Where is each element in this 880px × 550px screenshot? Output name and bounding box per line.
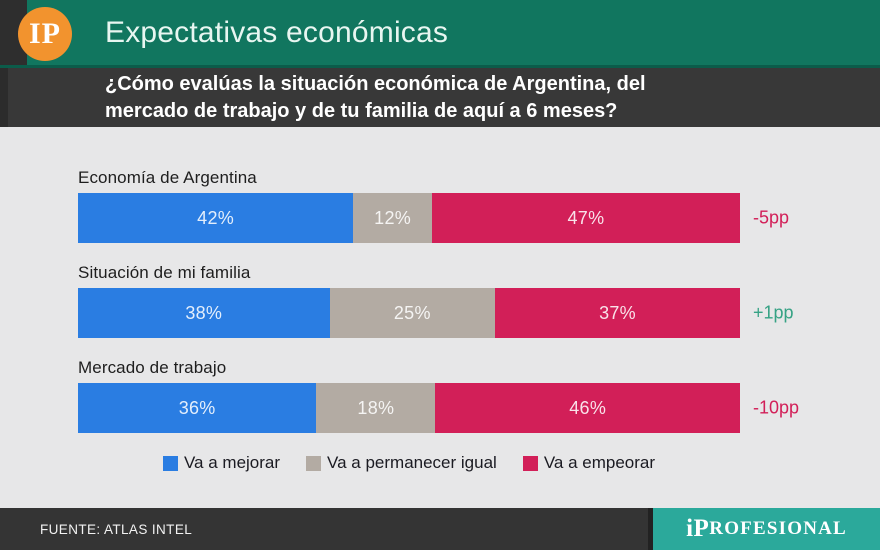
chart-area: Economía de Argentina 42% 12% 47% -5pp Situ…	[0, 127, 880, 508]
bar-segment-value: 25%	[393, 302, 431, 323]
bar-segment-value: 12%	[374, 207, 412, 228]
bar-segment-value: 46%	[569, 397, 607, 418]
legend-label: Va a empeorar	[543, 453, 656, 472]
bar-group: Economía de Argentina 42% 12% 47% -5pp	[78, 168, 789, 243]
iprofesional-logo: iP ROFESIONAL	[648, 508, 880, 550]
bar-segment: 36%	[78, 383, 317, 433]
legend-swatch-icon	[522, 455, 538, 471]
delta-label: -10pp	[753, 397, 800, 418]
legend-label: Va a permanecer igual	[327, 453, 497, 472]
bar-group-label: Situación de mi familia	[78, 263, 251, 282]
bar-group: Situación de mi familia 38% 25% 37% +1pp	[78, 263, 794, 338]
stacked-bar: 42% 12% 47% -5pp	[78, 193, 789, 243]
legend-item: Va a mejorar	[162, 453, 281, 473]
stacked-bar: 36% 18% 46% -10pp	[78, 383, 799, 433]
bar-segment: 47%	[431, 193, 740, 243]
legend-label: Va a mejorar	[183, 453, 281, 472]
question-band: ¿Cómo evalúas la situación económica de …	[0, 68, 880, 127]
footer-bar: FUENTE: ATLAS INTEL iP ROFESIONAL	[0, 508, 880, 550]
bar-segment: 42%	[78, 193, 354, 243]
chart-legend: Va a mejorar Va a permanecer igual Va a em…	[78, 453, 740, 473]
bar-segment-value: 38%	[185, 302, 223, 323]
delta-label: -5pp	[753, 207, 790, 228]
bar-segment-value: 36%	[178, 397, 216, 418]
bar-group-label: Mercado de trabajo	[78, 358, 227, 377]
bar-segment: 46%	[435, 383, 740, 433]
bar-segment-value: 18%	[357, 397, 395, 418]
brand-text-suffix: ROFESIONAL	[709, 518, 847, 539]
bar-group-label: Economía de Argentina	[78, 168, 257, 187]
ip-logo-icon: IP	[18, 7, 72, 61]
bar-segment: 12%	[353, 193, 432, 243]
bar-segment-value: 42%	[197, 207, 235, 228]
bar-segment-value: 37%	[599, 302, 636, 323]
header-bar: IP Expectativas económicas	[0, 0, 880, 68]
delta-label: +1pp	[753, 302, 794, 323]
bar-segment: 38%	[78, 288, 330, 338]
question-text: ¿Cómo evalúas la situación económica de …	[105, 73, 646, 122]
stacked-bar: 38% 25% 37% +1pp	[78, 288, 794, 338]
page-title: Expectativas económicas	[105, 15, 449, 49]
legend-swatch-icon	[306, 455, 322, 471]
brand-text-prefix: iP	[686, 515, 710, 542]
legend-swatch-icon	[162, 455, 178, 471]
legend-item: Va a empeorar	[522, 453, 656, 473]
source-text: FUENTE: ATLAS INTEL	[40, 521, 193, 537]
bar-group: Mercado de trabajo 36% 18% 46% -10pp	[78, 358, 799, 433]
bar-rows: Economía de Argentina 42% 12% 47% -5pp Situ…	[78, 168, 799, 433]
bar-segment: 18%	[316, 383, 436, 433]
legend-item: Va a permanecer igual	[306, 453, 497, 473]
footer-source-bar: FUENTE: ATLAS INTEL	[0, 508, 648, 550]
bar-segment: 25%	[329, 288, 496, 338]
ip-logo-text: IP	[29, 17, 61, 50]
bar-segment: 37%	[495, 288, 740, 338]
bar-segment-value: 47%	[567, 207, 605, 228]
